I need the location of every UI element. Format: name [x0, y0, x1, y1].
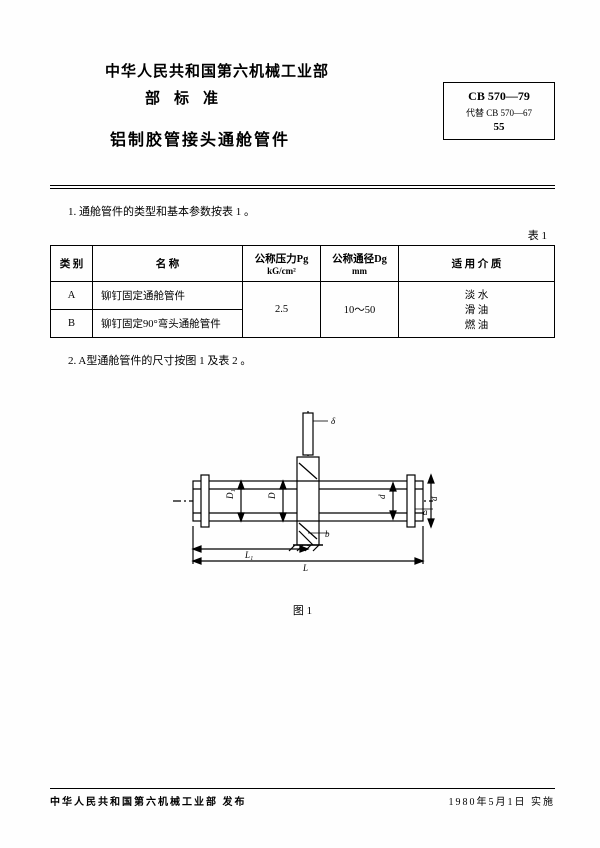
th-diameter-unit: mm [325, 266, 394, 276]
cell-cat-a: A [51, 282, 93, 310]
page: 中华人民共和国第六机械工业部 部标准 铝制胶管接头通舱管件 CB 570—79 … [0, 0, 600, 848]
table-row: A 铆钉固定通舱管件 2.5 10～50 淡 水 滑 油 燃 油 [51, 282, 555, 310]
label-d2: d [429, 496, 439, 501]
footer-date: 1980年5月1日 实施 [449, 793, 556, 808]
label-a: a [423, 507, 428, 517]
cell-cat-b: B [51, 310, 93, 338]
label-L: L [302, 563, 308, 571]
th-category: 类 别 [51, 246, 93, 282]
paragraph-1: 1. 通舱管件的类型和基本参数按表 1 。 [68, 203, 555, 219]
th-diameter: 公称通径Dg mm [321, 246, 399, 282]
footer-publisher: 中华人民共和国第六机械工业部 发布 [50, 793, 247, 808]
figure-1-diagram: D₁ D d d a b L₁ L δ [153, 401, 453, 571]
media-2: 滑 油 [403, 302, 550, 317]
cell-diameter: 10～50 [321, 282, 399, 338]
label-L1: L₁ [244, 550, 253, 560]
table-1: 类 别 名 称 公称压力Pg kG/cm² 公称通径Dg mm 适 用 介 质 … [50, 245, 555, 338]
th-medium: 适 用 介 质 [399, 246, 555, 282]
paragraph-2: 2. A型通舱管件的尺寸按图 1 及表 2 。 [68, 352, 555, 368]
cell-media: 淡 水 滑 油 燃 油 [399, 282, 555, 338]
label-D: D [267, 492, 277, 500]
department-line1: 中华人民共和国第六机械工业部 [105, 60, 555, 81]
cell-name-a: 铆钉固定通舱管件 [93, 282, 243, 310]
media-1: 淡 水 [403, 287, 550, 302]
standard-code: CB 570—79 [456, 89, 542, 104]
th-pressure: 公称压力Pg kG/cm² [243, 246, 321, 282]
header-divider [50, 185, 555, 189]
th-pressure-label: 公称压力Pg [255, 254, 309, 265]
label-b: b [325, 529, 330, 539]
standard-number: 55 [456, 121, 542, 133]
standard-code-box: CB 570—79 代替 CB 570—67 55 [443, 82, 555, 140]
table1-label: 表 1 [50, 227, 547, 243]
label-D1: D₁ [225, 489, 235, 500]
page-footer: 中华人民共和国第六机械工业部 发布 1980年5月1日 实施 [50, 788, 555, 808]
th-pressure-unit: kG/cm² [247, 266, 316, 276]
label-d: d [377, 494, 387, 499]
th-diameter-label: 公称通径Dg [332, 254, 387, 265]
cell-pressure: 2.5 [243, 282, 321, 338]
standard-replaces: 代替 CB 570—67 [456, 106, 542, 119]
th-name: 名 称 [93, 246, 243, 282]
label-delta: δ [331, 416, 336, 426]
figure-1-caption: 图 1 [50, 602, 555, 618]
media-3: 燃 油 [403, 317, 550, 332]
figure-1-area: D₁ D d d a b L₁ L δ 图 1 [50, 386, 555, 618]
cell-name-b: 铆钉固定90°弯头通舱管件 [93, 310, 243, 338]
header-block: 中华人民共和国第六机械工业部 部标准 铝制胶管接头通舱管件 CB 570—79 … [50, 60, 555, 150]
